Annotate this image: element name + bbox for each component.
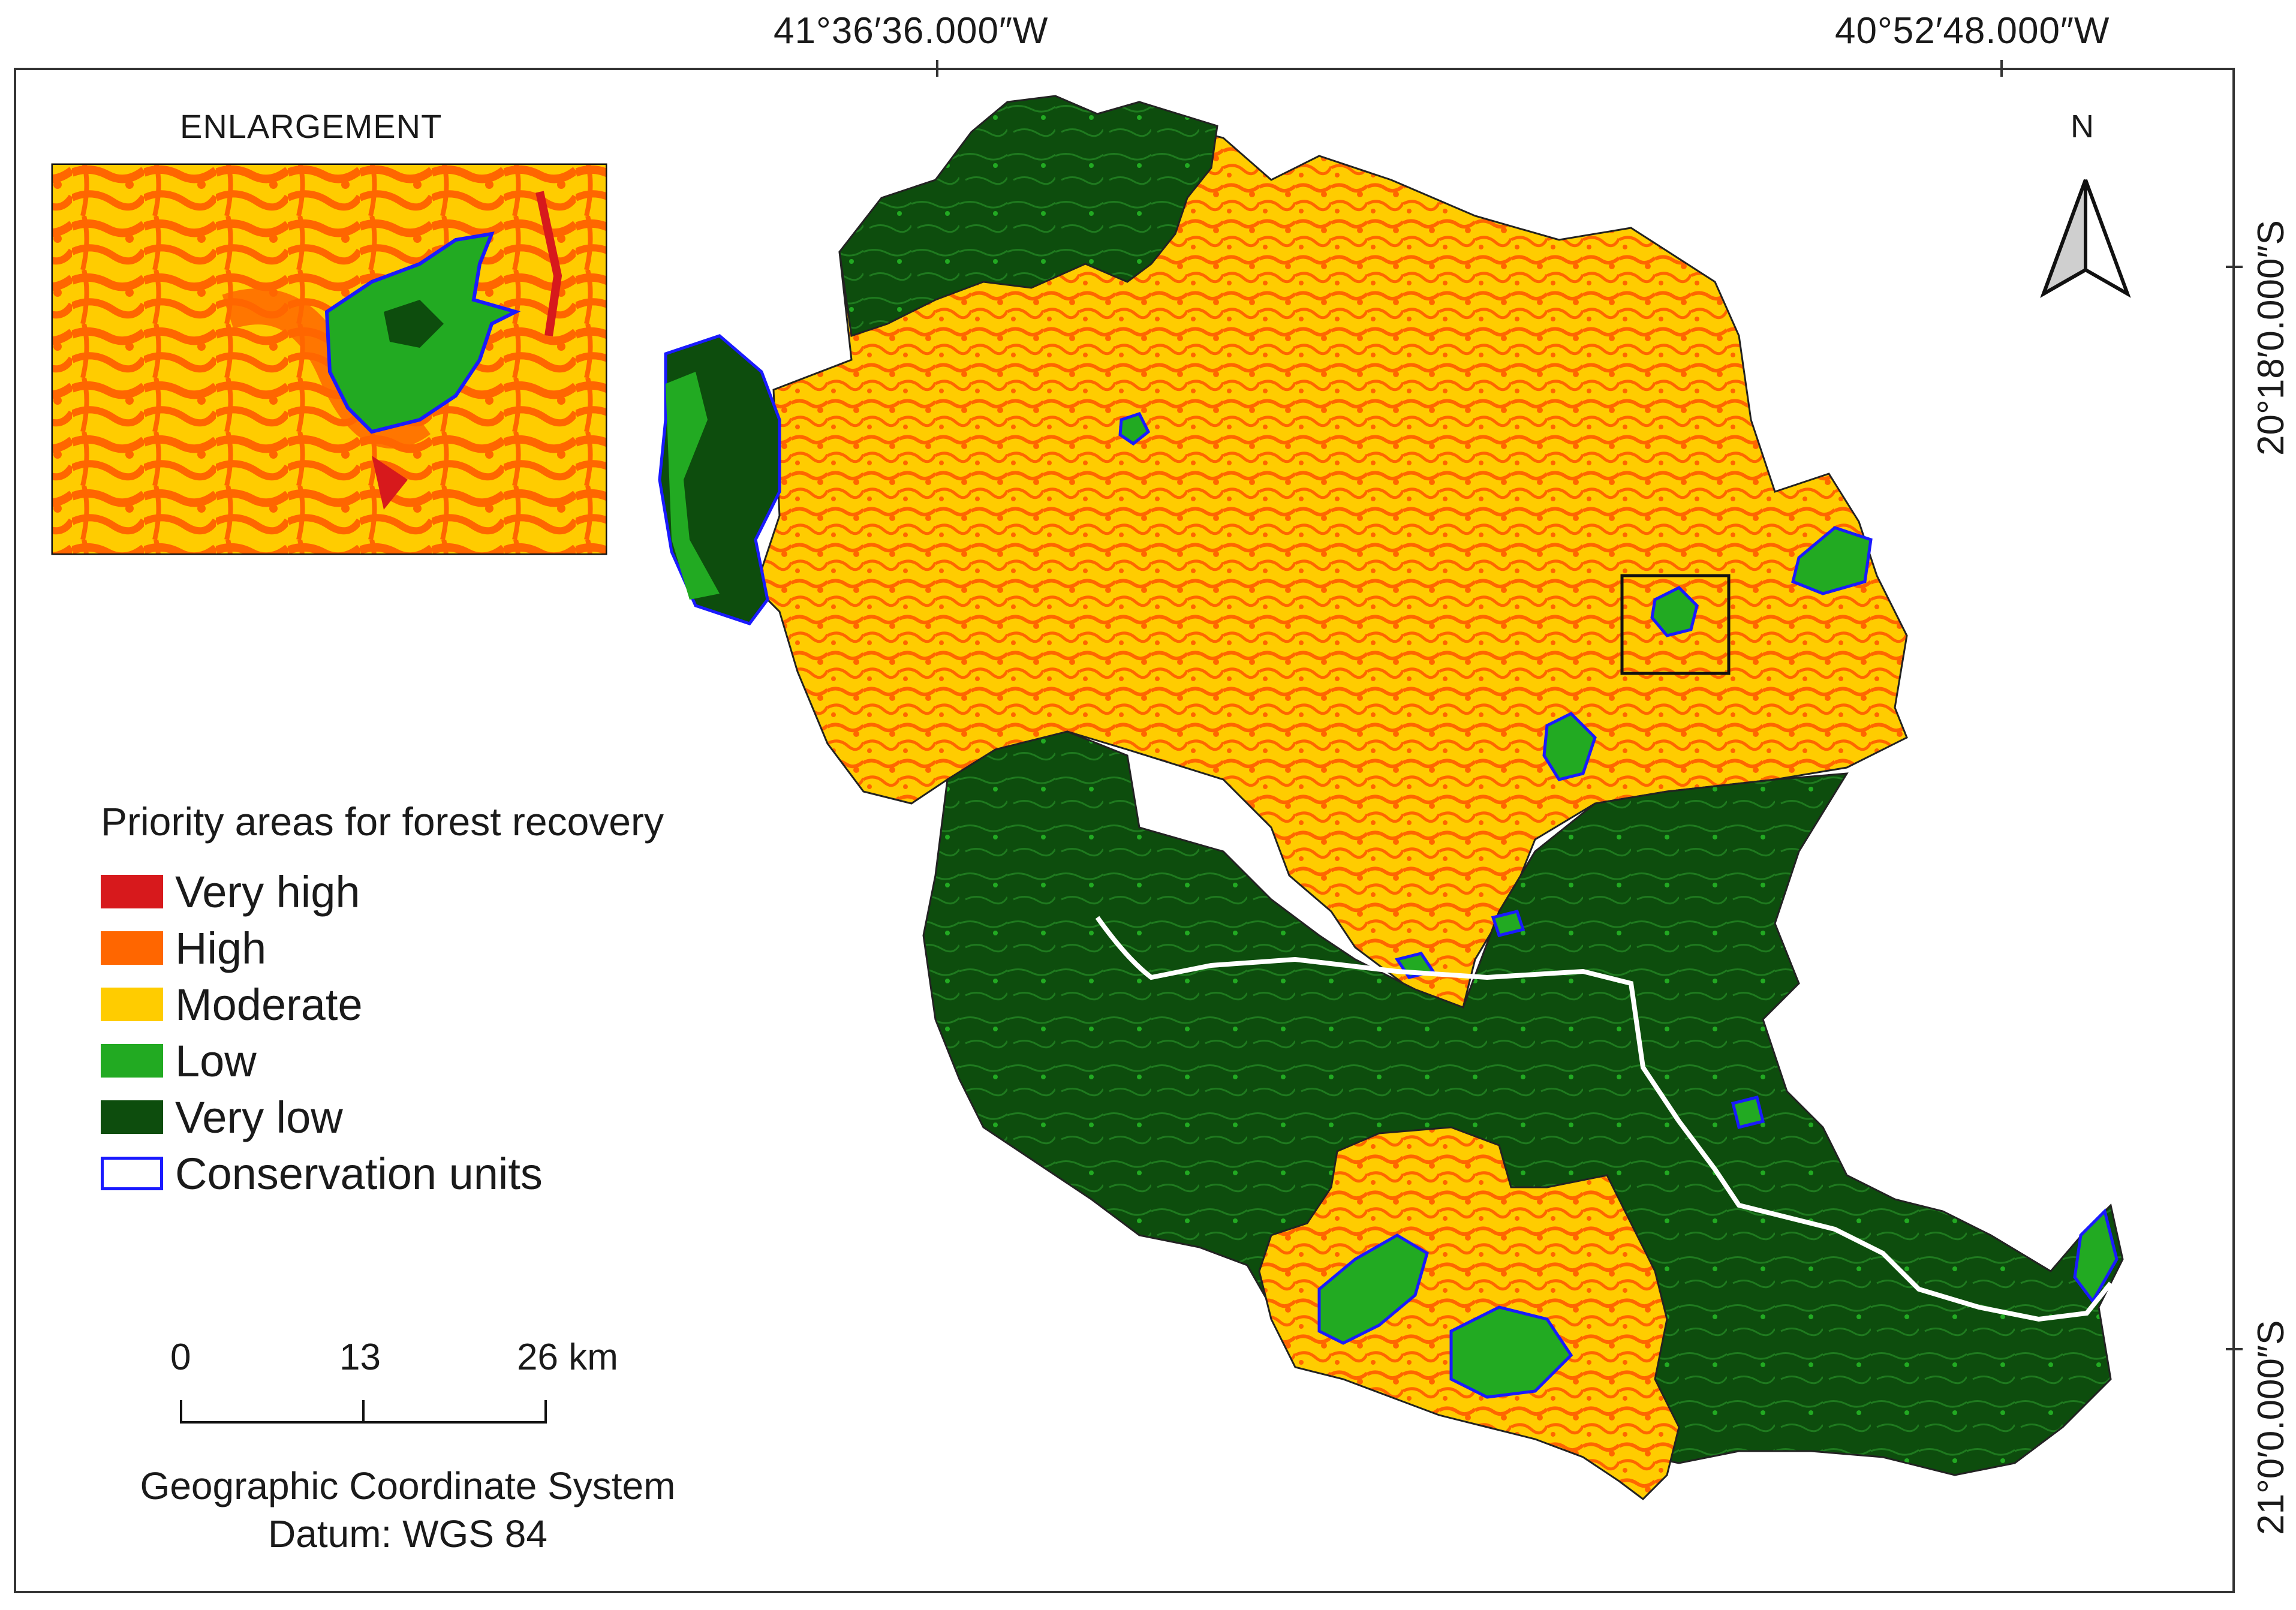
legend-swatch-very-low: [101, 1100, 163, 1134]
legend-item-very-high: Very high: [101, 863, 543, 920]
legend-swatch-moderate: [101, 988, 163, 1021]
conservation-unit-7: [1731, 1095, 1765, 1130]
legend-swatch-very-high: [101, 875, 163, 908]
coordinate-system: Geographic Coordinate System Datum: WGS …: [90, 1462, 726, 1558]
basin-south-forest: [922, 730, 2124, 1476]
legend-label: Low: [175, 1036, 257, 1086]
legend-swatch-high: [101, 931, 163, 965]
conservation-unit-south-2: [1449, 1305, 1573, 1399]
legend-label: Conservation units: [175, 1148, 543, 1199]
coord-right-bottom: 21°0′0.000″S: [2250, 1320, 2292, 1535]
legend-swatch-low: [101, 1044, 163, 1078]
scale-label-0: 0: [170, 1337, 191, 1378]
inset-title: ENLARGEMENT: [180, 107, 443, 145]
river: [1095, 916, 2113, 1322]
scale-label-26: 26 km: [517, 1337, 618, 1378]
north-arrow: [2040, 179, 2131, 298]
coordinate-system-line2: Datum: WGS 84: [268, 1512, 547, 1555]
legend: Very high High Moderate Low Very low Con…: [101, 863, 543, 1202]
legend-item-moderate: Moderate: [101, 976, 543, 1033]
conservation-unit-1: [1118, 411, 1151, 446]
coord-top-left: 41°36′36.000″W: [774, 10, 1049, 52]
legend-label: Moderate: [175, 979, 363, 1030]
basin-north-forest: [838, 95, 1218, 337]
legend-item-low: Low: [101, 1033, 543, 1089]
enlargement-locator: [1620, 574, 1731, 675]
legend-label: Very low: [175, 1092, 343, 1142]
scale-label-13: 13: [339, 1337, 381, 1378]
scale-bar-line: [180, 1400, 547, 1424]
legend-label: Very high: [175, 866, 360, 917]
coord-top-right: 40°52′48.000″W: [1835, 10, 2110, 52]
conservation-unit-5: [1491, 910, 1525, 937]
coord-right-top: 20°18′0.000″S: [2250, 220, 2292, 456]
legend-title: Priority areas for forest recovery: [101, 799, 664, 844]
legend-item-very-low: Very low: [101, 1089, 543, 1145]
legend-item-conservation-units: Conservation units: [101, 1145, 543, 1202]
map-frame: [14, 68, 2235, 1593]
conservation-unit-south-1: [1317, 1233, 1429, 1345]
inset-content: [53, 165, 606, 553]
legend-swatch-conservation-units: [101, 1157, 163, 1190]
conservation-unit-2: [1542, 711, 1597, 781]
conservation-unit-3: [1791, 526, 1873, 595]
north-arrow-label: N: [2071, 109, 2094, 145]
legend-label: High: [175, 923, 267, 973]
basin-south-enclave: [1258, 1126, 1680, 1500]
legend-item-high: High: [101, 920, 543, 976]
conservation-unit-4: [1650, 585, 1699, 637]
coordinate-system-line1: Geographic Coordinate System: [140, 1464, 676, 1507]
conservation-unit-east: [2073, 1208, 2119, 1304]
